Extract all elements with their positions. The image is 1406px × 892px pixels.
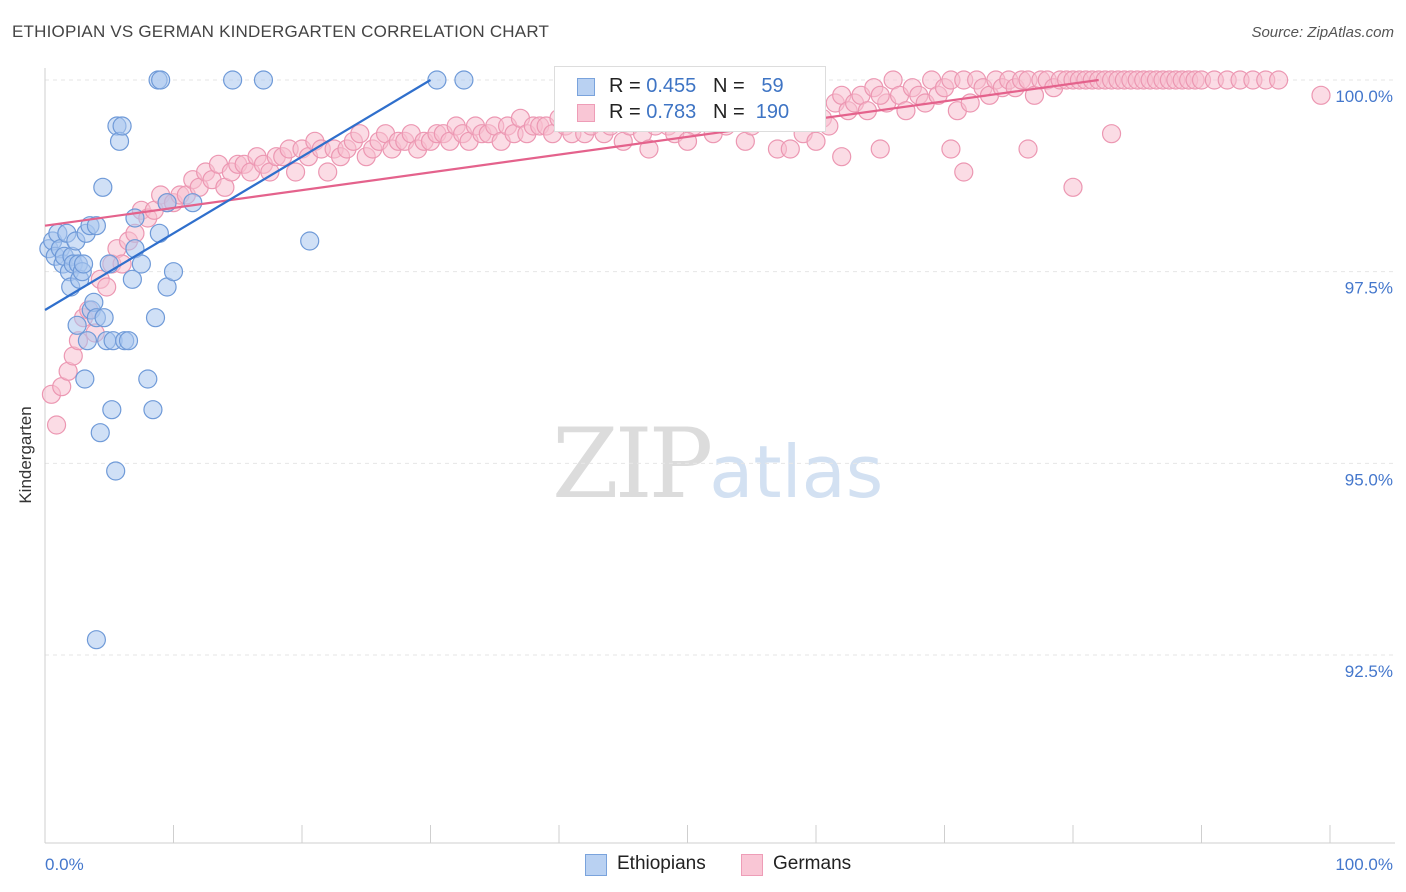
zipatlas-watermark: ZIPatlas	[552, 408, 883, 520]
x-tick-label-max: 100.0%	[1335, 855, 1393, 874]
ethiopian-trend-line	[44, 79, 432, 311]
ethiopian-point	[253, 70, 274, 90]
german-point	[954, 162, 974, 182]
bottom-legend-swatch-ethiopians	[585, 854, 607, 876]
german-point	[1311, 85, 1331, 105]
legend-n-value: 190	[755, 101, 790, 123]
ethiopian-point	[163, 262, 184, 282]
bottom-legend-label-germans: Germans	[773, 853, 852, 874]
legend-stats-ethiopians: R = 0.455 N = 59	[609, 75, 784, 98]
ethiopian-point	[75, 369, 95, 389]
german-point	[896, 101, 916, 121]
source-credit: Source: ZipAtlas.com	[1251, 24, 1394, 41]
ethiopian-point	[106, 461, 126, 481]
stats-legend: R = 0.455 N = 59 R = 0.783 N = 190	[554, 66, 826, 132]
legend-r-label: R =	[609, 101, 641, 123]
x-tick-label-min: 0.0%	[45, 855, 84, 874]
german-point	[870, 85, 890, 105]
ethiopian-point	[93, 177, 113, 197]
ethiopian-point	[77, 331, 98, 351]
y-tick-label: 92.5%	[1345, 662, 1393, 681]
ethiopian-point	[118, 331, 139, 351]
german-point	[1268, 70, 1289, 90]
legend-r-value: 0.783	[646, 101, 697, 123]
ethiopian-point	[143, 400, 163, 420]
legend-r-label: R =	[609, 75, 641, 97]
german-point	[1101, 124, 1122, 144]
y-tick-label: 100.0%	[1335, 87, 1393, 106]
german-point	[1018, 139, 1038, 159]
legend-swatch-germans	[577, 104, 595, 122]
ethiopian-point	[94, 308, 114, 328]
y-axis-label: Kindergarten	[16, 406, 35, 504]
ethiopian-point	[102, 400, 122, 420]
ethiopian-point	[67, 315, 87, 335]
ethiopian-point	[138, 369, 158, 389]
ethiopian-point	[145, 308, 166, 328]
german-point	[350, 124, 370, 144]
german-point	[46, 415, 67, 435]
legend-r-value: 0.455	[646, 75, 697, 97]
bottom-legend-swatch-germans	[741, 854, 763, 876]
german-point	[806, 131, 826, 151]
german-point	[318, 162, 338, 182]
legend-n-label: N =	[712, 75, 745, 97]
ethiopian-point	[151, 70, 171, 90]
german-point	[780, 139, 800, 159]
ethiopian-point	[131, 254, 151, 274]
german-point	[639, 139, 659, 159]
chart-title: ETHIOPIAN VS GERMAN KINDERGARTEN CORRELA…	[12, 22, 550, 41]
ethiopian-point	[86, 630, 107, 650]
ethiopian-point	[122, 269, 142, 289]
ethiopian-point	[73, 254, 94, 274]
ethiopian-point	[99, 254, 119, 274]
watermark-zip: ZIP	[552, 408, 713, 520]
bottom-legend-label-ethiopians: Ethiopians	[617, 853, 706, 874]
legend-swatch-ethiopians	[577, 78, 595, 96]
ethiopian-point	[86, 216, 107, 236]
german-point	[1063, 177, 1083, 197]
ethiopian-point	[223, 70, 243, 90]
german-point	[941, 139, 961, 159]
ethiopian-point	[300, 231, 320, 251]
watermark-atlas: atlas	[709, 430, 884, 514]
ethiopian-point	[427, 70, 447, 90]
legend-n-label: N =	[712, 101, 745, 123]
german-point	[285, 162, 306, 182]
ethiopian-point	[112, 116, 132, 136]
german-point	[832, 147, 852, 167]
ethiopian-point	[149, 223, 169, 243]
german-trend-line	[44, 78, 1099, 227]
german-point	[870, 139, 890, 159]
y-tick-label: 97.5%	[1345, 279, 1393, 298]
ethiopian-point	[183, 193, 203, 213]
legend-n-value: 59	[761, 75, 784, 97]
legend-stats-germans: R = 0.783 N = 190	[609, 101, 789, 124]
german-point	[97, 277, 117, 297]
y-tick-label: 95.0%	[1345, 470, 1393, 489]
ethiopian-point	[454, 70, 474, 90]
ethiopian-point	[90, 423, 110, 443]
